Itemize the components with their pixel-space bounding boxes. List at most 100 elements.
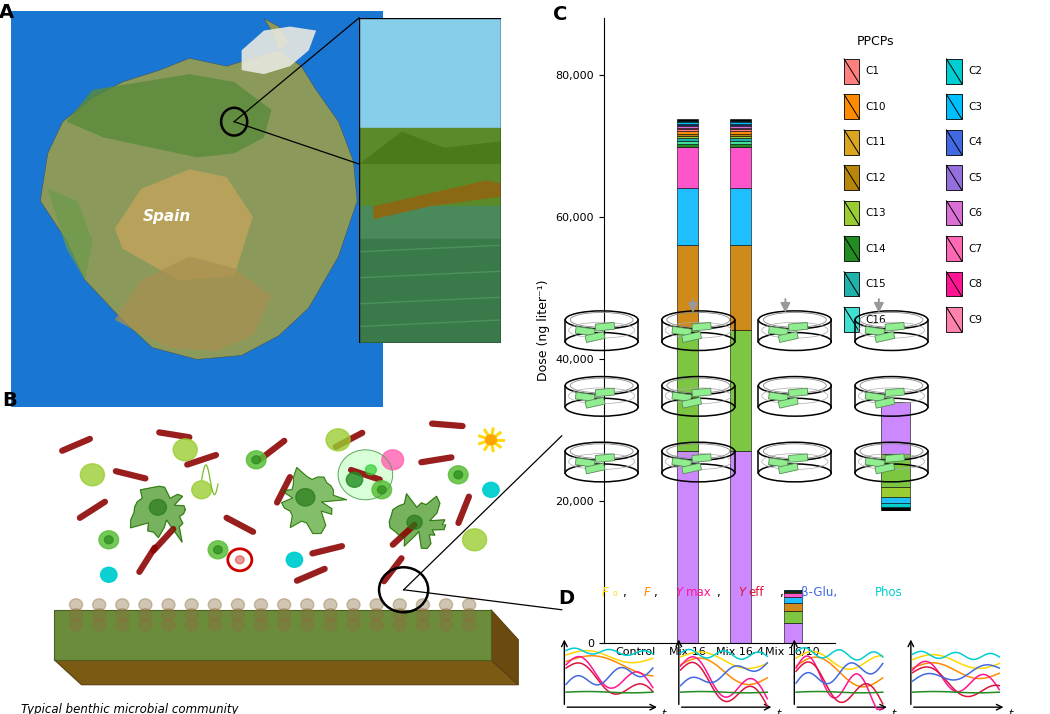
Bar — [730, 451, 751, 643]
Circle shape — [254, 619, 268, 630]
Bar — [677, 131, 698, 134]
FancyBboxPatch shape — [692, 388, 711, 397]
Circle shape — [277, 619, 291, 630]
FancyBboxPatch shape — [672, 458, 692, 467]
Circle shape — [463, 609, 476, 620]
Polygon shape — [114, 256, 271, 351]
Circle shape — [69, 609, 83, 620]
Bar — [677, 141, 698, 144]
FancyBboxPatch shape — [769, 392, 789, 401]
Circle shape — [417, 599, 429, 610]
Bar — [359, 129, 501, 219]
Circle shape — [483, 483, 499, 497]
Bar — [730, 129, 751, 131]
Text: C15: C15 — [865, 279, 886, 289]
Circle shape — [69, 599, 83, 610]
FancyBboxPatch shape — [778, 398, 798, 408]
Circle shape — [162, 599, 175, 610]
Text: Typical benthic microbial community: Typical benthic microbial community — [21, 703, 239, 714]
Circle shape — [208, 599, 222, 610]
FancyBboxPatch shape — [778, 463, 798, 474]
Bar — [677, 122, 698, 124]
Bar — [677, 128, 698, 129]
Circle shape — [254, 609, 268, 620]
FancyBboxPatch shape — [595, 388, 614, 397]
FancyBboxPatch shape — [865, 326, 885, 336]
Text: F: F — [602, 586, 608, 599]
Bar — [946, 59, 962, 84]
FancyBboxPatch shape — [885, 454, 904, 463]
Circle shape — [69, 619, 83, 630]
Circle shape — [485, 435, 497, 445]
Bar — [730, 134, 751, 136]
Bar — [677, 451, 698, 643]
FancyBboxPatch shape — [875, 463, 895, 474]
Bar — [359, 238, 501, 343]
Circle shape — [393, 619, 406, 630]
FancyBboxPatch shape — [595, 454, 614, 463]
Bar — [844, 166, 860, 190]
Text: ,: , — [717, 586, 724, 599]
Circle shape — [323, 609, 337, 620]
Bar — [730, 147, 751, 188]
Circle shape — [370, 619, 383, 630]
Bar — [881, 497, 910, 503]
Circle shape — [92, 599, 106, 610]
Circle shape — [407, 516, 422, 529]
Text: t: t — [891, 709, 896, 714]
Circle shape — [101, 567, 117, 583]
Bar — [946, 130, 962, 154]
Circle shape — [254, 599, 268, 610]
FancyBboxPatch shape — [681, 398, 701, 408]
Bar — [359, 18, 501, 164]
Polygon shape — [48, 189, 92, 280]
FancyBboxPatch shape — [585, 332, 605, 343]
Text: C2: C2 — [968, 66, 982, 76]
Circle shape — [382, 450, 403, 470]
FancyBboxPatch shape — [769, 458, 789, 467]
Text: C1: C1 — [865, 66, 880, 76]
Bar — [677, 129, 698, 131]
Circle shape — [372, 481, 392, 499]
Polygon shape — [130, 486, 186, 542]
Circle shape — [393, 609, 406, 620]
Circle shape — [346, 609, 360, 620]
FancyBboxPatch shape — [865, 458, 885, 467]
Text: C4: C4 — [968, 137, 982, 147]
Circle shape — [346, 599, 360, 610]
Circle shape — [116, 619, 129, 630]
Text: ₀: ₀ — [612, 586, 616, 599]
Polygon shape — [55, 660, 519, 685]
Circle shape — [231, 599, 245, 610]
Bar — [730, 119, 751, 121]
FancyBboxPatch shape — [789, 388, 807, 397]
Text: D: D — [559, 590, 574, 608]
Bar — [946, 94, 962, 119]
Bar — [677, 136, 698, 139]
Polygon shape — [114, 169, 253, 280]
Text: C14: C14 — [865, 243, 886, 253]
Circle shape — [92, 609, 106, 620]
Circle shape — [247, 451, 266, 469]
Circle shape — [440, 619, 453, 630]
Bar — [783, 623, 802, 643]
Bar — [946, 272, 962, 296]
Text: Spain: Spain — [143, 209, 191, 224]
Bar — [881, 503, 910, 507]
Text: β-Glu,: β-Glu, — [801, 586, 841, 599]
Bar — [677, 126, 698, 128]
Circle shape — [277, 599, 291, 610]
Text: A: A — [0, 3, 15, 22]
FancyBboxPatch shape — [672, 392, 692, 401]
Polygon shape — [390, 493, 445, 548]
Polygon shape — [491, 610, 519, 685]
Text: t: t — [776, 709, 780, 714]
Circle shape — [231, 609, 245, 620]
Circle shape — [346, 473, 362, 487]
Y-axis label: Dose (ng liter⁻¹): Dose (ng liter⁻¹) — [537, 279, 550, 381]
Circle shape — [116, 599, 129, 610]
FancyBboxPatch shape — [585, 398, 605, 408]
Text: C8: C8 — [968, 279, 982, 289]
Circle shape — [296, 488, 315, 506]
Polygon shape — [374, 180, 501, 219]
